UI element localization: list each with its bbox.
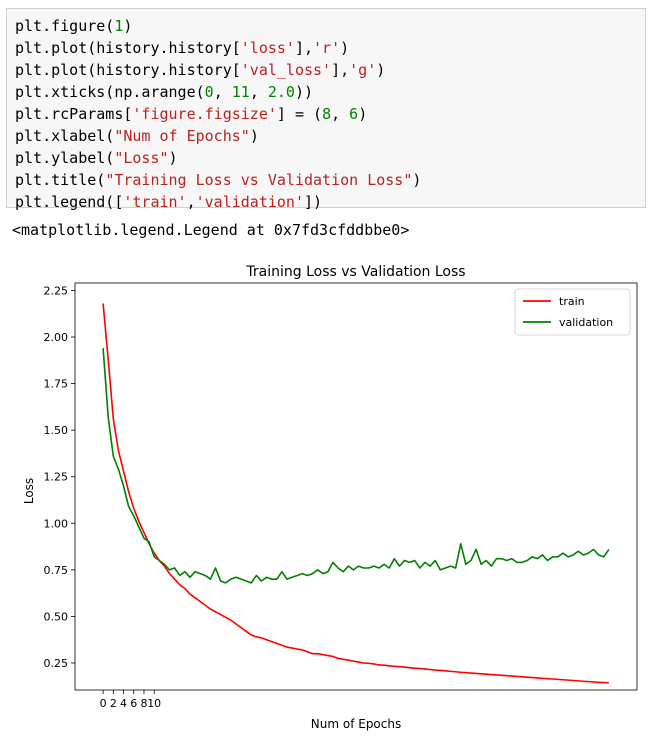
- code-token: ): [123, 17, 133, 35]
- x-axis-label: Num of Epochs: [311, 717, 401, 731]
- code-token: ],: [294, 39, 314, 57]
- code-token: 'g': [349, 61, 377, 79]
- legend: train validation: [514, 288, 631, 336]
- code-line: plt.title("Training Loss vs Validation L…: [15, 169, 421, 191]
- code-token: plt.ylabel(: [15, 149, 115, 167]
- code-token: 'val_loss': [240, 61, 332, 79]
- y-axis-label: Loss: [22, 478, 36, 504]
- y-tick-label: 1.50: [44, 424, 69, 437]
- axes-frame: [74, 282, 638, 691]
- code-token: 6: [349, 105, 359, 123]
- code-token: )): [294, 83, 314, 101]
- chart-title: Training Loss vs Validation Loss: [245, 264, 465, 280]
- code-token: 'figure.figsize': [132, 105, 277, 123]
- code-token: 'train': [123, 193, 187, 211]
- code-line: plt.figure(1): [15, 15, 132, 37]
- code-token: ): [340, 39, 350, 57]
- y-tick-label: 0.25: [44, 657, 69, 670]
- x-axis: 0 2 4 6 8 10: [100, 690, 161, 710]
- legend-label-validation: validation: [559, 316, 613, 329]
- code-token: plt.plot(history.history[: [15, 61, 241, 79]
- y-tick-label: 1.25: [44, 471, 69, 484]
- y-axis: 0.25 0.50 0.75 1.00 1.25 1.50 1.75 2.00 2.25: [44, 284, 75, 670]
- code-token: plt.xlabel(: [15, 127, 115, 145]
- x-tick-label: 10: [147, 697, 161, 710]
- y-tick-label: 1.00: [44, 517, 69, 530]
- code-token: plt.rcParams[: [15, 105, 133, 123]
- code-line: plt.plot(history.history['loss'],'r'): [15, 37, 349, 59]
- x-tick-label: 2: [110, 697, 117, 710]
- figure-background: [0, 255, 651, 741]
- code-token: ,: [249, 83, 268, 101]
- code-token: ): [168, 149, 178, 167]
- code-token: 2.0: [267, 83, 295, 101]
- x-tick-label: 0: [100, 697, 107, 710]
- code-line: plt.legend(['train','validation']): [15, 191, 322, 213]
- y-tick-label: 2.25: [44, 284, 69, 297]
- code-token: ,: [331, 105, 350, 123]
- x-tick-label: 4: [120, 697, 127, 710]
- code-token: plt.figure(: [15, 17, 115, 35]
- code-token: ,: [186, 193, 196, 211]
- code-token: 'validation': [195, 193, 304, 211]
- code-token: 11: [231, 83, 250, 101]
- series-lines: [102, 303, 610, 684]
- code-token: 'r': [313, 39, 341, 57]
- code-token: ],: [331, 61, 350, 79]
- legend-label-train: train: [559, 295, 585, 308]
- code-token: plt.xticks(np.arange(: [15, 83, 205, 101]
- validation-series-line: [102, 348, 610, 584]
- x-tick-label: 6: [130, 697, 137, 710]
- y-tick-label: 2.00: [44, 331, 69, 344]
- code-token: ,: [213, 83, 232, 101]
- code-token: ]): [304, 193, 323, 211]
- x-tick-label: 8: [140, 697, 147, 710]
- code-token: plt.title(: [15, 171, 106, 189]
- code-token: 'loss': [240, 39, 295, 57]
- code-token: plt.plot(history.history[: [15, 39, 241, 57]
- code-cell[interactable]: plt.figure(1) plt.plot(history.history['l…: [6, 8, 646, 211]
- code-token: 8: [322, 105, 332, 123]
- code-line: plt.xticks(np.arange(0, 11, 2.0)): [15, 81, 313, 103]
- loss-chart: Training Loss vs Validation Loss 0.25 0.5…: [0, 255, 651, 741]
- code-token: plt.legend([: [15, 193, 124, 211]
- y-tick-label: 0.50: [44, 610, 69, 623]
- code-token: ): [376, 61, 386, 79]
- code-token: "Loss": [114, 149, 169, 167]
- code-token: 1: [114, 17, 124, 35]
- code-token: ): [358, 105, 368, 123]
- code-token: "Training Loss vs Validation Loss": [105, 171, 413, 189]
- code-line: plt.plot(history.history['val_loss'],'g'…: [15, 59, 385, 81]
- y-tick-label: 1.75: [44, 378, 69, 391]
- code-token: 0: [204, 83, 214, 101]
- cell-output-text: <matplotlib.legend.Legend at 0x7fd3cfddb…: [12, 221, 410, 239]
- code-line: plt.ylabel("Loss"): [15, 147, 178, 169]
- y-tick-label: 0.75: [44, 564, 69, 577]
- train-series-line: [102, 303, 609, 684]
- code-line: plt.xlabel("Num of Epochs"): [15, 125, 259, 147]
- code-token: "Num of Epochs": [114, 127, 250, 145]
- code-line: plt.rcParams['figure.figsize'] = (8, 6): [15, 103, 367, 125]
- code-token: ): [412, 171, 422, 189]
- code-token: ): [249, 127, 259, 145]
- code-token: ] = (: [276, 105, 323, 123]
